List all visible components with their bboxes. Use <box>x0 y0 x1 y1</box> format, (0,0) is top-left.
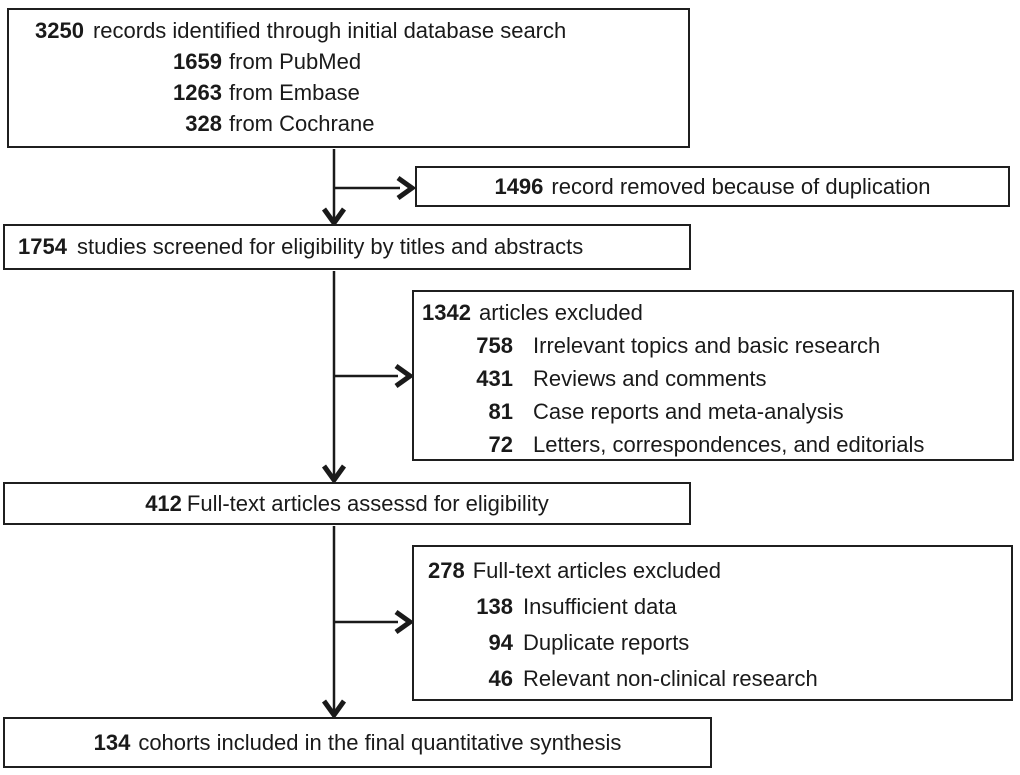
exclusion-reason-non-clinical: 46 Relevant non-clinical research <box>414 661 1011 697</box>
insufficient-data-label: Insufficient data <box>523 594 677 619</box>
exclusion-reason-letters: 72 Letters, correspondences, and editori… <box>414 428 1012 461</box>
fulltext-excluded-label: Full-text articles excluded <box>472 558 721 583</box>
duplicates-removed-count: 1496 <box>494 173 544 199</box>
irrelevant-count: 758 <box>476 332 513 358</box>
duplicate-reports-count: 94 <box>488 630 513 655</box>
reviews-count: 431 <box>476 365 513 391</box>
non-clinical-count: 46 <box>488 666 513 691</box>
reviews-label: Reviews and comments <box>533 365 767 391</box>
exclusion-reason-insufficient-data: 138 Insufficient data <box>414 589 1011 625</box>
source-embase-line: 1263 from Embase <box>9 77 688 108</box>
fulltext-excluded-header: 278 Full-text articles excluded <box>414 553 1011 589</box>
box-studies-screened: 1754 studies screened for eligibility by… <box>3 224 691 270</box>
box-cohorts-included: 134 cohorts included in the final quanti… <box>3 717 712 768</box>
cohorts-included-line: 134 cohorts included in the final quanti… <box>5 719 710 766</box>
records-identified-line: 3250 records identified through initial … <box>9 15 688 46</box>
cohorts-included-count: 134 <box>93 729 131 755</box>
embase-count: 1263 <box>173 79 222 105</box>
source-pubmed-line: 1659 from PubMed <box>9 46 688 77</box>
fulltext-excluded-count: 278 <box>428 558 465 583</box>
exclusion-reason-reviews: 431 Reviews and comments <box>414 362 1012 395</box>
duplicate-reports-label: Duplicate reports <box>523 630 690 655</box>
fulltext-assessed-count: 412 <box>145 490 182 516</box>
non-clinical-label: Relevant non-clinical research <box>523 666 818 691</box>
box-articles-excluded: 1342 articles excluded 758 Irrelevant to… <box>412 290 1014 461</box>
cohorts-included-label: cohorts included in the final quantitati… <box>138 729 622 755</box>
source-cochrane-line: 328 from Cochrane <box>9 108 688 139</box>
box-duplicates-removed: 1496 record removed because of duplicati… <box>415 166 1010 207</box>
duplicates-removed-line: 1496 record removed because of duplicati… <box>417 168 1008 205</box>
articles-excluded-header: 1342 articles excluded <box>414 296 1012 329</box>
articles-excluded-label: articles excluded <box>478 299 643 325</box>
exclusion-reason-case-reports: 81 Case reports and meta-analysis <box>414 395 1012 428</box>
cochrane-count: 328 <box>185 110 222 136</box>
duplicates-removed-label: record removed because of duplication <box>551 173 931 199</box>
records-identified-count: 3250 <box>35 17 84 43</box>
pubmed-label: from PubMed <box>229 48 362 74</box>
box-fulltext-excluded: 278 Full-text articles excluded 138 Insu… <box>412 545 1013 701</box>
embase-label: from Embase <box>229 79 360 105</box>
cochrane-label: from Cochrane <box>229 110 375 136</box>
arrow-identified-to-screened <box>321 149 417 228</box>
arrow-screened-to-assessed <box>321 271 415 485</box>
insufficient-data-count: 138 <box>476 594 513 619</box>
letters-label: Letters, correspondences, and editorials <box>533 431 925 457</box>
case-reports-label: Case reports and meta-analysis <box>533 398 844 424</box>
studies-screened-line: 1754 studies screened for eligibility by… <box>5 226 689 268</box>
fulltext-assessed-label: Full-text articles assessd for eligibili… <box>186 490 549 516</box>
exclusion-reason-irrelevant: 758 Irrelevant topics and basic research <box>414 329 1012 362</box>
box-fulltext-assessed: 412 Full-text articles assessd for eligi… <box>3 482 691 525</box>
irrelevant-label: Irrelevant topics and basic research <box>533 332 881 358</box>
studies-screened-label: studies screened for eligibility by titl… <box>76 234 584 259</box>
studies-screened-count: 1754 <box>18 234 67 259</box>
exclusion-reason-duplicate-reports: 94 Duplicate reports <box>414 625 1011 661</box>
arrow-assessed-to-included <box>321 526 415 720</box>
records-identified-label: records identified through initial datab… <box>92 17 567 43</box>
articles-excluded-count: 1342 <box>422 299 471 325</box>
box-records-identified: 3250 records identified through initial … <box>7 8 690 148</box>
letters-count: 72 <box>488 431 513 457</box>
pubmed-count: 1659 <box>173 48 222 74</box>
fulltext-assessed-line: 412 Full-text articles assessd for eligi… <box>5 484 689 523</box>
case-reports-count: 81 <box>488 398 513 424</box>
